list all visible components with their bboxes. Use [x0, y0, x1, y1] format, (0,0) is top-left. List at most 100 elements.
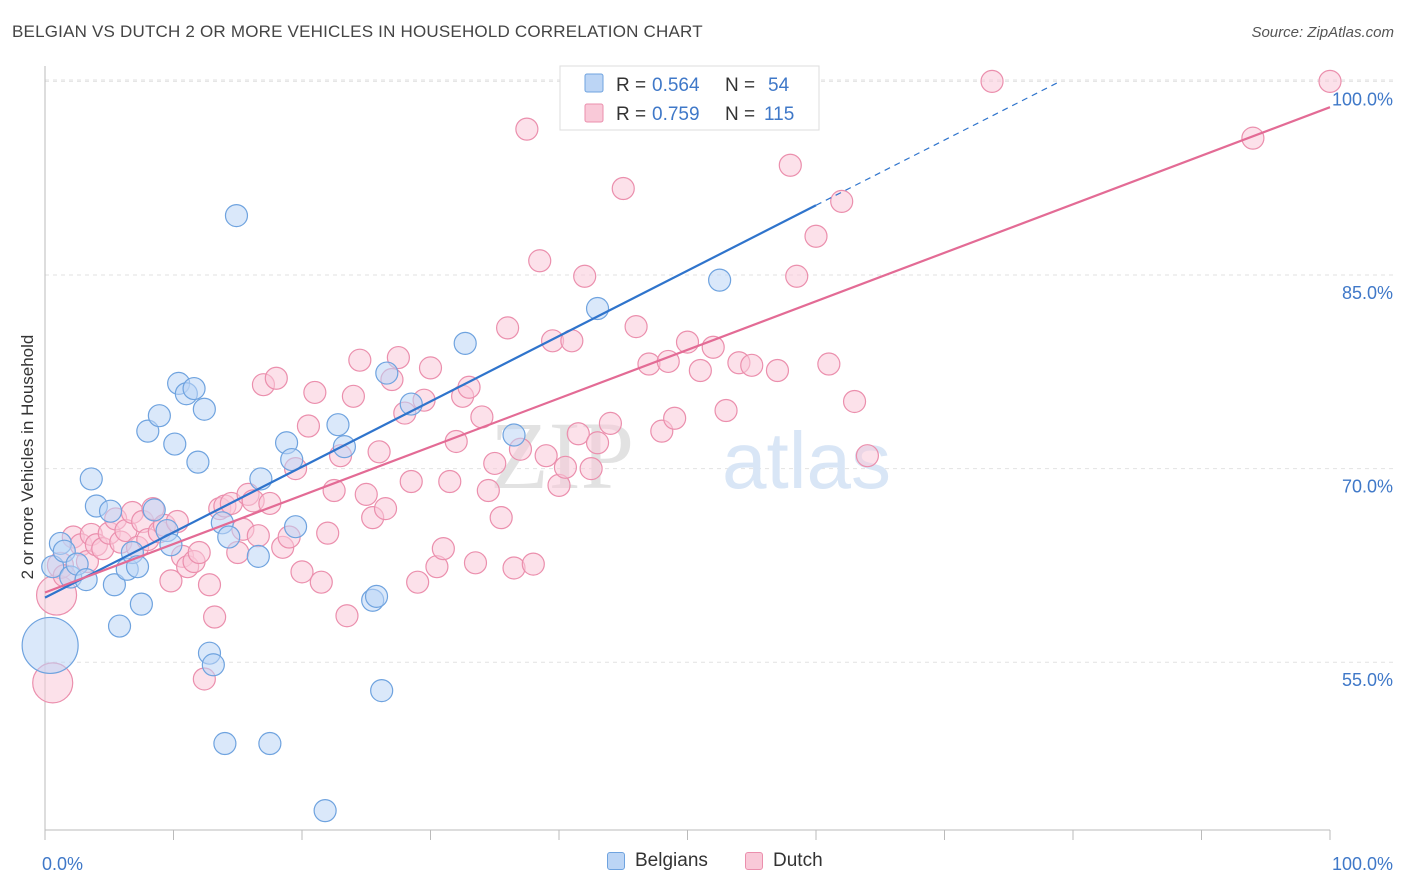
belgians-point: [313, 799, 337, 823]
dutch-point: [296, 414, 321, 438]
belgians-point: [280, 447, 304, 472]
trend-lines: [44, 80, 1331, 599]
belgians-point: [326, 413, 350, 437]
legend-swatch-dutch: [584, 103, 604, 123]
chart-title: BELGIAN VS DUTCH 2 OR MORE VEHICLES IN H…: [12, 22, 703, 41]
dutch-point: [309, 570, 333, 594]
belgians-point: [246, 544, 270, 568]
dutch-point: [855, 444, 880, 468]
dutch-point: [335, 604, 359, 628]
dutch-point: [598, 411, 623, 436]
dutch-point: [1241, 126, 1265, 150]
dutch-point: [246, 524, 270, 548]
dutch-point: [303, 380, 327, 405]
belgians-point: [136, 419, 160, 443]
belgians-point: [502, 423, 526, 447]
belgians-point: [98, 499, 123, 523]
x-tick-label: 0.0%: [42, 854, 83, 874]
dutch-point: [785, 264, 809, 288]
belgians-point: [21, 616, 79, 675]
belgians-point: [217, 525, 241, 549]
belgians-point: [129, 592, 153, 616]
dutch-point: [663, 406, 687, 430]
belgians-point: [102, 573, 126, 597]
dutch-point: [203, 605, 227, 629]
belgians-point: [201, 653, 225, 677]
belgians-point: [163, 432, 187, 456]
y-tick-label: 85.0%: [1342, 283, 1393, 303]
dutch-point: [373, 497, 398, 521]
dutch-point: [197, 573, 222, 597]
dutch-point: [765, 358, 790, 383]
dutch-point: [483, 451, 507, 476]
dutch-point: [290, 560, 314, 584]
legend-item-dutch: Dutch: [745, 850, 823, 872]
legend-r-value-dutch: 0.759: [652, 104, 700, 125]
dutch-point: [367, 440, 391, 464]
legend-n-label-belgians: N =: [725, 75, 755, 96]
legend-item-belgians: Belgians: [607, 850, 708, 872]
dutch-point: [1318, 69, 1342, 93]
dutch-point: [399, 469, 423, 494]
dutch-point: [624, 315, 648, 339]
dutch-point: [842, 389, 867, 414]
legend-swatch-belgians: [584, 73, 604, 93]
dutch-point: [528, 249, 552, 273]
grid-layer: [45, 79, 1395, 663]
dutch-point: [804, 224, 828, 248]
legend-n-value-dutch: 115: [764, 104, 794, 125]
dutch-point: [553, 455, 578, 479]
axis-layer: 55.0% 70.0% 85.0% 100.0% 0.0% 100.0%: [42, 66, 1393, 874]
dutch-point: [264, 366, 288, 390]
belgians-trend-extension: [815, 80, 1061, 206]
dutch-point: [515, 117, 539, 141]
y-tick-label: 55.0%: [1342, 670, 1393, 690]
belgians-point: [283, 515, 308, 539]
legend-n-value-belgians: 54: [768, 75, 790, 96]
dutch-point: [418, 356, 443, 380]
belgians-point: [186, 450, 210, 474]
dutch-point: [159, 569, 183, 593]
y-axis-label: 2 or more Vehicles in Household: [18, 335, 37, 580]
legend-r-label-dutch: R =: [616, 104, 646, 125]
dutch-point: [778, 153, 802, 177]
legend-swatch-dutch-bottom: [745, 852, 763, 870]
dutch-point: [496, 316, 520, 340]
dutch-point: [688, 358, 712, 383]
belgians-point: [107, 614, 132, 638]
dutch-point: [521, 552, 545, 576]
dutch-point: [406, 570, 430, 594]
dutch-point: [817, 352, 841, 376]
belgians-point: [41, 555, 65, 579]
legend-label-belgians: Belgians: [635, 850, 708, 871]
belgians-point: [370, 678, 394, 703]
dutch-point: [585, 431, 610, 455]
top-legend: R = 0.564 N = 54 R = 0.759 N = 115: [559, 65, 820, 131]
belgians-trend-line: [44, 204, 817, 599]
source-label: Source: ZipAtlas.com: [1251, 24, 1394, 41]
y-tick-label: 100.0%: [1332, 89, 1393, 109]
dutch-point: [740, 353, 764, 377]
dutch-point: [573, 264, 597, 288]
belgians-point: [224, 204, 249, 228]
dutch-point: [502, 556, 526, 580]
dutch-point: [476, 478, 500, 503]
dutch-point: [980, 69, 1004, 93]
dutch-point: [431, 537, 455, 561]
belgians-point: [182, 376, 206, 401]
dutch-point: [457, 375, 481, 399]
dutch-point: [438, 469, 462, 494]
belgians-point: [79, 467, 103, 491]
dutch-point: [534, 444, 558, 468]
belgians-point: [147, 404, 171, 428]
belgians-point: [258, 731, 282, 756]
dutch-point: [386, 345, 410, 370]
legend-r-label-belgians: R =: [616, 75, 646, 96]
belgians-point: [332, 435, 357, 459]
dutch-point: [316, 521, 340, 545]
belgians-point: [708, 268, 732, 292]
legend-swatch-belgians-bottom: [607, 852, 625, 870]
dutch-trend-line: [44, 106, 1331, 594]
legend-r-value-belgians: 0.564: [652, 75, 700, 96]
